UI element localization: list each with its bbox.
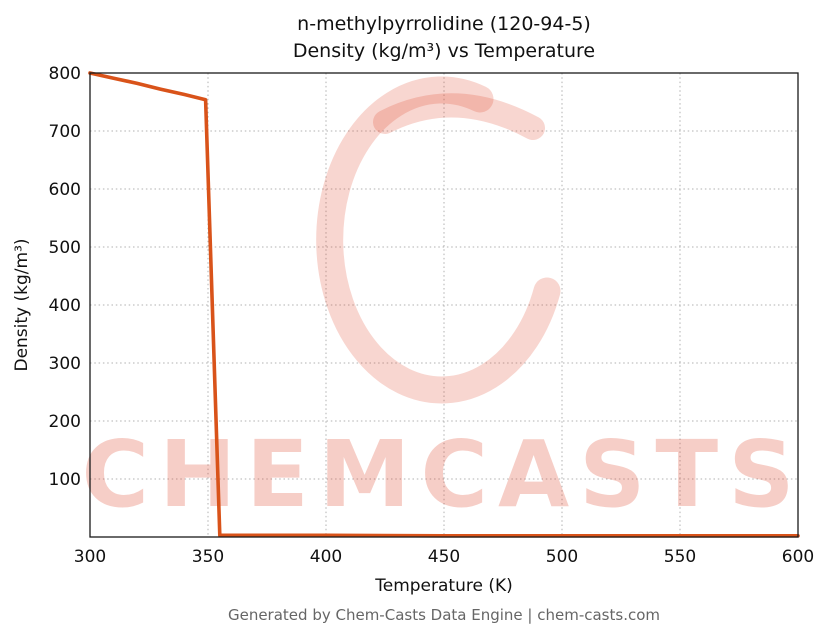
footer-credit: Generated by Chem-Casts Data Engine | ch… <box>228 606 660 624</box>
y-tick-label: 800 <box>49 64 81 84</box>
x-axis-label: Temperature (K) <box>374 576 513 596</box>
x-tick-label: 450 <box>428 547 460 567</box>
plot-border <box>89 72 799 538</box>
y-tick-label: 300 <box>49 354 81 374</box>
y-tick-label: 500 <box>49 238 81 258</box>
watermark-text: CHEMCASTS <box>82 421 805 528</box>
tick-layer: 300 350 400 450 500 550 600 100 200 300 400 500 600 7… <box>49 64 815 567</box>
series-layer <box>88 71 800 538</box>
y-tick-label: 700 <box>49 122 81 142</box>
x-tick-label: 400 <box>310 547 342 567</box>
watermark-logo-swirl <box>316 76 561 404</box>
y-tick-label: 600 <box>49 180 81 200</box>
chart-title: n-methylpyrrolidine (120-94-5) <box>297 13 591 35</box>
x-tick-label: 500 <box>546 547 578 567</box>
y-tick-label: 400 <box>49 296 81 316</box>
watermark: CHEMCASTS <box>82 76 805 528</box>
y-tick-label: 200 <box>49 412 81 432</box>
x-tick-label: 350 <box>192 547 224 567</box>
density-line <box>88 71 800 538</box>
y-tick-label: 100 <box>49 470 81 490</box>
x-tick-label: 300 <box>74 547 106 567</box>
x-tick-label: 600 <box>782 547 814 567</box>
y-axis-label: Density (kg/m³) <box>12 238 32 371</box>
watermark-logo-flick <box>373 93 545 140</box>
x-tick-label: 550 <box>664 547 696 567</box>
chart-subtitle: Density (kg/m³) vs Temperature <box>293 40 595 62</box>
